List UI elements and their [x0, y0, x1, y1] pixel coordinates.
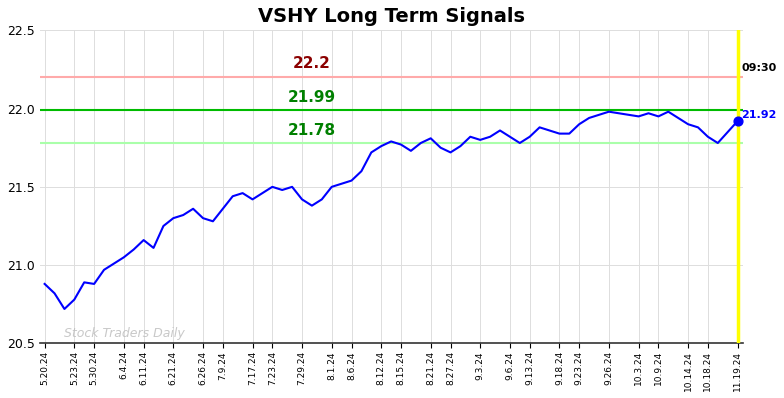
Point [731, 118, 744, 124]
Text: 21.92: 21.92 [742, 110, 777, 120]
Title: VSHY Long Term Signals: VSHY Long Term Signals [258, 7, 524, 26]
Text: 09:30: 09:30 [742, 63, 777, 73]
Text: 21.78: 21.78 [288, 123, 336, 139]
Text: Stock Traders Daily: Stock Traders Daily [64, 327, 185, 340]
Text: 21.99: 21.99 [288, 90, 336, 105]
Text: 22.2: 22.2 [292, 56, 331, 71]
